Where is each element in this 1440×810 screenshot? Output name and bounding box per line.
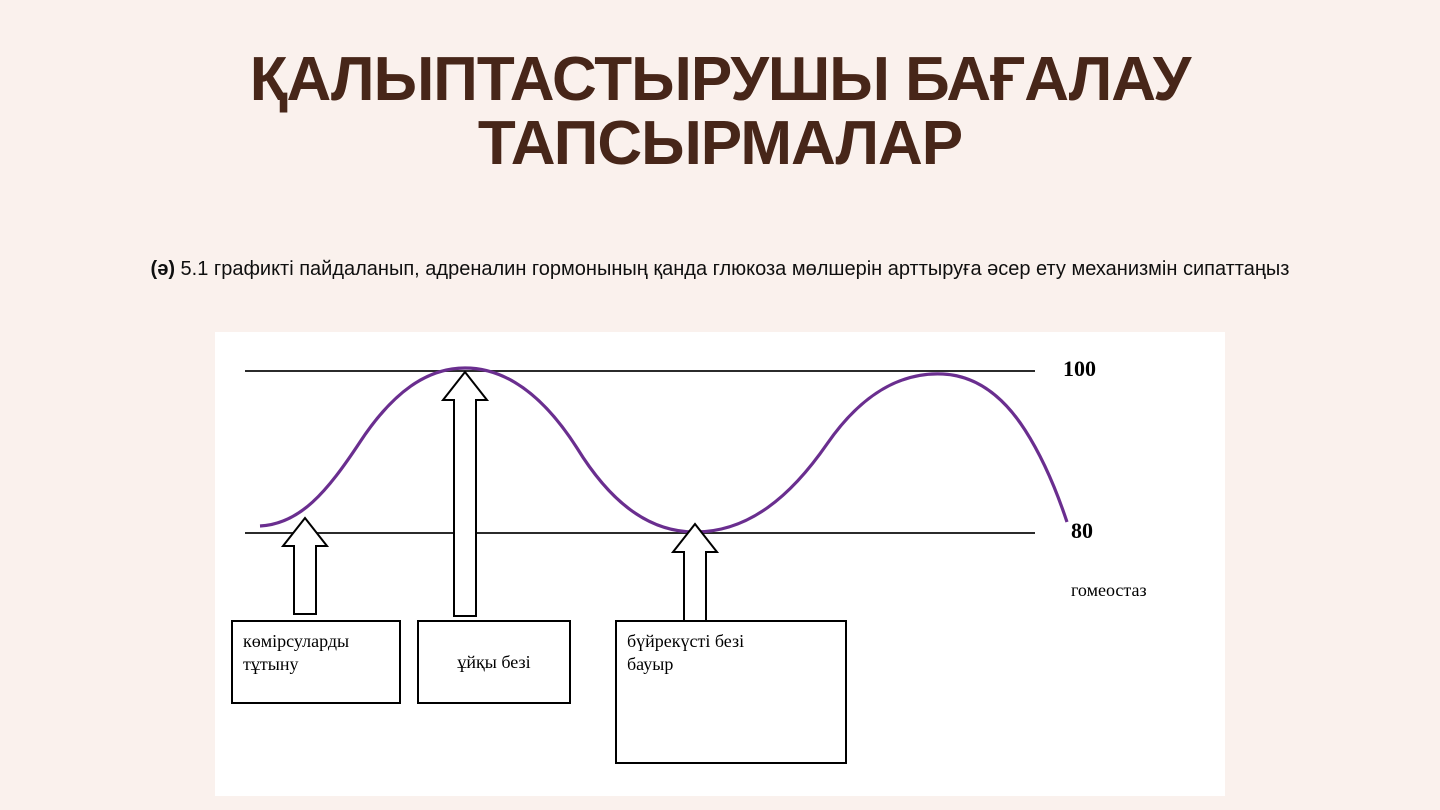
page-title: ҚАЛЫПТАСТЫРУШЫ БАҒАЛАУ ТАПСЫРМАЛАР <box>0 48 1440 176</box>
y-label-80: 80 <box>1071 518 1093 544</box>
arrow-carb-intake <box>283 518 327 614</box>
box-carb-intake: көмірсуларды тұтыну <box>231 620 401 704</box>
subtitle-text: 5.1 графикті пайдаланып, адреналин гормо… <box>181 258 1290 280</box>
homeostasis-label: гомеостаз <box>1071 580 1147 601</box>
box-pancreas: ұйқы безі <box>417 620 571 704</box>
arrow-pancreas <box>443 372 487 616</box>
box-adrenal: бүйрекүсті безібауыр <box>615 620 847 764</box>
arrow-adrenal <box>673 524 717 626</box>
homeostasis-figure: 100 80 гомеостаз көмірсуларды тұтыну ұйқ… <box>215 332 1225 796</box>
y-label-100: 100 <box>1063 356 1096 382</box>
subtitle-prefix: (ә) <box>151 258 181 280</box>
task-subtitle: (ә) 5.1 графикті пайдаланып, адреналин г… <box>0 258 1440 281</box>
